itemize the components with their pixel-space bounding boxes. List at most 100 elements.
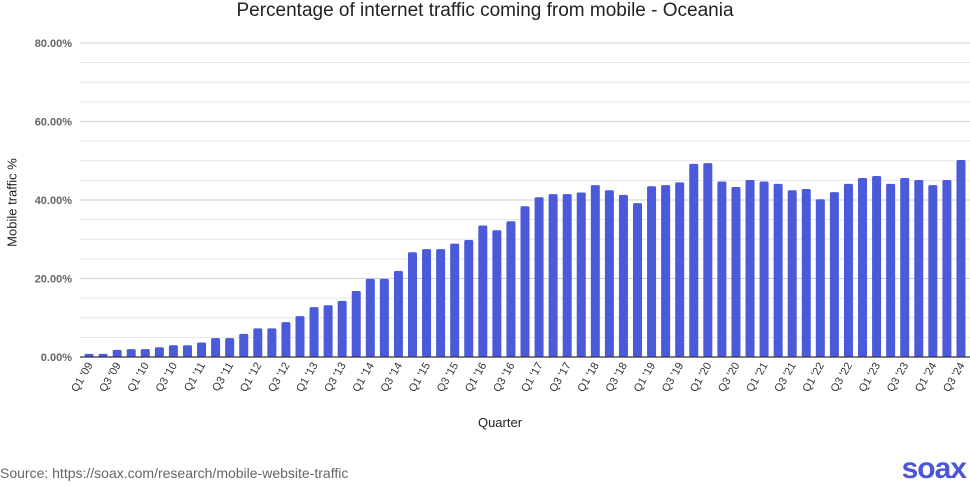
x-tick-label: Q1 '14 <box>350 361 376 395</box>
bar-chart: 0.00% 20.00% 40.00% 60.00% 80.00% Q1 '09 Q3 '0… <box>35 38 970 395</box>
bar <box>197 342 207 357</box>
bar <box>112 349 122 357</box>
x-tick-label: Q3 '13 <box>322 361 348 395</box>
bar <box>703 163 713 357</box>
bar <box>787 190 797 357</box>
bar <box>759 181 769 357</box>
x-tick-label: Q1 '19 <box>632 361 658 395</box>
x-tick-label: Q3 '14 <box>379 361 405 395</box>
bar <box>914 179 924 357</box>
bar <box>900 178 910 357</box>
x-tick-label: Q3 '09 <box>97 361 123 395</box>
x-tick-label: Q3 '18 <box>604 361 630 395</box>
chart-title: Percentage of internet traffic coming fr… <box>236 0 734 21</box>
soax-logo: soax <box>901 452 967 485</box>
bar <box>126 349 136 357</box>
bar <box>98 353 108 357</box>
bar <box>422 249 432 357</box>
x-tick-label: Q3 '22 <box>829 361 855 395</box>
x-tick-label: Q3 '12 <box>266 361 292 395</box>
bar <box>393 271 403 357</box>
x-tick-label: Q1 '10 <box>125 361 151 395</box>
bar <box>731 187 741 357</box>
bar <box>168 345 178 357</box>
bar <box>858 178 868 357</box>
x-tick-label: Q3 '17 <box>547 361 573 395</box>
bar <box>239 333 249 357</box>
bar <box>379 278 389 357</box>
bar <box>886 183 896 357</box>
bar <box>154 347 164 357</box>
bar <box>928 185 938 357</box>
y-tick-label: 20.00% <box>35 274 73 286</box>
y-tick-label: 40.00% <box>35 195 73 207</box>
bar <box>365 278 375 357</box>
bar <box>534 197 544 357</box>
y-tick-label: 60.00% <box>35 117 73 129</box>
x-tick-label: Q1 '13 <box>294 361 320 395</box>
bar <box>464 240 474 357</box>
bar <box>450 243 460 357</box>
x-tick-label: Q1 '11 <box>182 361 208 394</box>
x-tick-label: Q3 '19 <box>660 361 686 395</box>
x-tick-label: Q3 '20 <box>716 361 742 395</box>
bar <box>815 199 825 357</box>
bar <box>773 183 783 357</box>
x-tick-label: Q3 '24 <box>941 361 967 395</box>
bar <box>323 305 333 357</box>
bar <box>140 349 150 357</box>
bar <box>337 300 347 357</box>
bar <box>604 190 614 357</box>
bar <box>520 206 530 357</box>
x-tick-label: Q3 '15 <box>435 361 461 395</box>
source-text: Source: https://soax.com/research/mobile… <box>0 465 349 481</box>
bar <box>478 225 488 357</box>
bar <box>843 183 853 357</box>
bar <box>942 179 952 357</box>
bar <box>576 192 586 357</box>
bar <box>182 345 192 357</box>
x-tick-label: Q1 '21 <box>744 361 770 395</box>
bar <box>689 163 699 357</box>
x-tick-label: Q1 '12 <box>238 361 264 395</box>
x-tick-label: Q1 '16 <box>463 361 489 395</box>
x-tick-label: Q1 '20 <box>688 361 714 395</box>
bar <box>309 307 319 357</box>
bar <box>225 338 235 357</box>
x-tick-label: Q1 '09 <box>69 361 95 395</box>
bar <box>745 179 755 357</box>
x-tick-label: Q3 '10 <box>154 361 180 395</box>
x-tick-label: Q1 '17 <box>519 361 545 395</box>
x-tick-label: Q1 '15 <box>407 361 433 395</box>
bar <box>211 338 221 357</box>
bar <box>647 186 657 357</box>
bar <box>295 316 305 357</box>
x-axis-label: Quarter <box>477 415 523 430</box>
bar <box>633 203 643 357</box>
bar <box>267 328 277 357</box>
bar <box>661 185 671 357</box>
bar <box>801 189 811 357</box>
x-tick-label: Q1 '24 <box>913 361 939 395</box>
bar <box>548 194 558 357</box>
x-tick-label: Q3 '11 <box>210 361 236 394</box>
bar <box>956 159 966 357</box>
bar <box>492 230 502 357</box>
x-tick-label: Q1 '18 <box>575 361 601 395</box>
bar <box>675 182 685 357</box>
bar <box>351 291 361 357</box>
x-tick-label: Q1 '23 <box>857 361 883 395</box>
bar <box>84 353 94 357</box>
x-tick-label: Q1 '22 <box>801 361 827 395</box>
bar <box>829 192 839 357</box>
bar <box>281 322 291 357</box>
bar <box>618 194 628 357</box>
x-tick-label: Q3 '16 <box>491 361 517 395</box>
y-tick-label: 0.00% <box>41 352 72 364</box>
bar <box>253 328 263 357</box>
bar <box>407 252 417 357</box>
x-tick-label: Q3 '21 <box>772 361 798 395</box>
bar <box>717 181 727 357</box>
y-tick-label: 80.00% <box>35 38 73 50</box>
bar <box>562 194 572 357</box>
